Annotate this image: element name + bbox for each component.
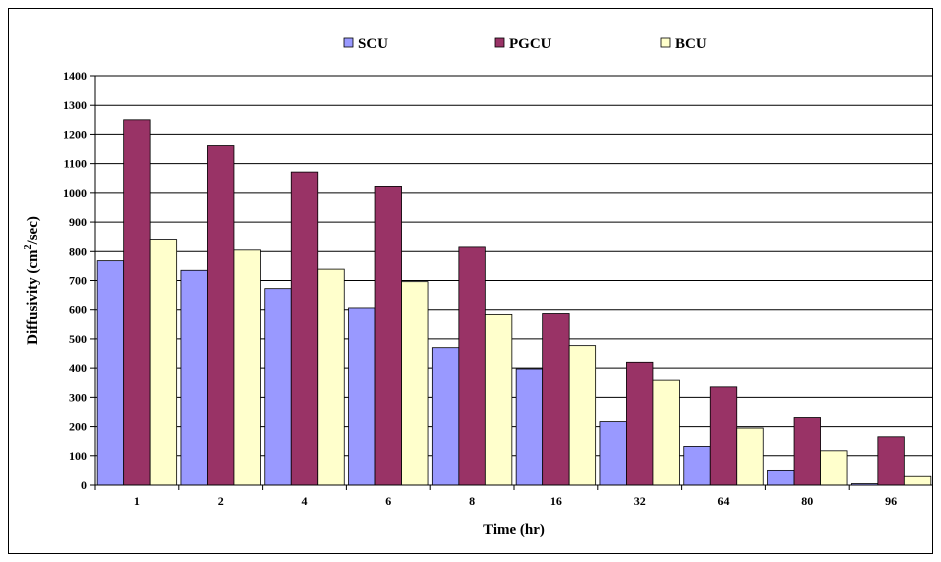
y-tick-label: 600: [69, 303, 87, 317]
y-tick-label: 900: [69, 215, 87, 229]
bar-scu-6: [348, 307, 376, 486]
bar-pgcu-8: [458, 246, 486, 486]
bar-pgcu-2: [207, 145, 235, 486]
bar-pgcu-16: [542, 313, 570, 486]
x-tick-label: 1: [134, 494, 140, 508]
legend-label-bcu: BCU: [675, 36, 707, 52]
bar-bcu-32: [652, 379, 680, 486]
bar-bcu-6: [401, 281, 429, 486]
x-tick-label: 6: [385, 494, 391, 508]
y-tick-label: 1300: [63, 98, 87, 112]
bar-bcu-96: [903, 475, 932, 486]
x-tick-label: 80: [801, 494, 813, 508]
y-tick-label: 200: [69, 420, 87, 434]
legend-swatch-bcu: [660, 37, 671, 48]
x-tick-label: 64: [718, 494, 730, 508]
bar-pgcu-1: [123, 119, 151, 486]
y-axis-title: Diffusivity (cm2/sec): [23, 216, 41, 345]
bar-pgcu-32: [626, 361, 654, 486]
x-tick-label: 96: [885, 494, 897, 508]
bar-bcu-16: [568, 345, 597, 486]
y-tick-label: 0: [81, 478, 87, 492]
y-tick-label: 1200: [63, 127, 87, 141]
bar-bcu-8: [484, 313, 513, 486]
y-tick-label: 1000: [63, 186, 87, 200]
x-tick-label: 16: [550, 494, 562, 508]
bar-pgcu-6: [374, 186, 402, 486]
bar-scu-32: [599, 421, 627, 486]
x-tick-label: 8: [469, 494, 475, 508]
x-tick-label: 32: [634, 494, 646, 508]
x-axis-title: Time (hr): [483, 522, 545, 538]
bar-pgcu-64: [709, 386, 738, 486]
y-tick-label: 800: [69, 244, 87, 258]
y-axis-title-superscript: 2: [23, 244, 34, 249]
legend-swatch-pgcu: [494, 37, 505, 48]
y-tick-label: 1400: [63, 69, 87, 83]
y-tick-labels: 0 100 200 300 400 500 600 700 800 900 1000 1100 1200…: [63, 69, 87, 492]
legend-label-pgcu: PGCU: [509, 36, 552, 52]
x-tick-labels: 1 2 4 6 8 16 32 64 80 96: [134, 494, 897, 508]
bar-scu-1: [96, 260, 125, 486]
bar-chart: 0 100 200 300 400 500 600 700 800 900 1000 1100 1200…: [23, 36, 933, 538]
bar-bcu-2: [233, 249, 261, 486]
bar-scu-64: [683, 446, 711, 486]
legend-swatch-scu: [343, 37, 354, 48]
chart-area: 0 100 200 300 400 500 600 700 800 900 1000 1100 1200…: [8, 8, 933, 554]
x-tick-label: 4: [302, 494, 308, 508]
axes: [90, 75, 933, 490]
bar-bcu-64: [736, 427, 764, 486]
bar-pgcu-4: [290, 171, 319, 486]
bar-scu-4: [264, 288, 292, 486]
y-tick-label: 1100: [64, 157, 87, 171]
x-tick-label: 2: [218, 494, 224, 508]
y-tick-label: 300: [69, 390, 87, 404]
bar-bcu-1: [149, 239, 178, 486]
y-tick-label: 700: [69, 274, 87, 288]
bar-scu-2: [180, 269, 208, 486]
bar-bcu-80: [820, 450, 848, 486]
y-tick-label: 400: [69, 361, 87, 375]
bar-pgcu-80: [793, 417, 821, 486]
bar-scu-80: [767, 469, 795, 486]
y-axis-title-main: Diffusivity (cm: [25, 249, 41, 345]
legend: SCU PGCU BCU: [343, 36, 707, 52]
bars: [96, 119, 932, 486]
y-axis-title-suffix: /sec): [25, 216, 41, 245]
bar-scu-8: [431, 347, 460, 486]
bar-scu-16: [515, 368, 544, 486]
bar-pgcu-96: [877, 436, 905, 486]
y-tick-label: 100: [69, 449, 87, 463]
y-tick-label: 500: [69, 332, 87, 346]
bar-bcu-4: [317, 268, 345, 486]
legend-label-scu: SCU: [358, 36, 388, 52]
